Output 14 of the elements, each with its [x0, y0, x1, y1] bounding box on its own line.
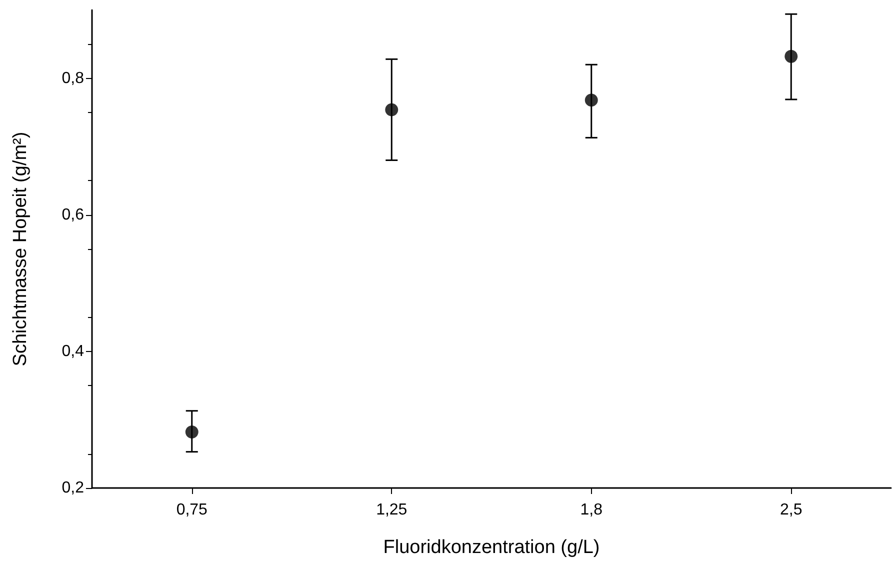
x-tick-label: 1,25	[376, 502, 408, 518]
point	[385, 103, 398, 116]
y-tick-label: 0,6	[62, 206, 84, 224]
y-axis-title: Schichtmasse Hopeit (g/m²)	[10, 132, 31, 366]
y-tick-label: 0,4	[62, 342, 84, 360]
x-tick-label: 1,8	[580, 502, 603, 518]
y-tick-label: 0,2	[62, 480, 84, 496]
x-axis-title: Fluoridkonzentration (g/L)	[383, 537, 600, 558]
x-tick-label: 0,75	[176, 502, 208, 518]
point	[185, 426, 198, 438]
point	[584, 94, 598, 107]
y-tick-label: 0,8	[62, 70, 84, 87]
point	[784, 50, 798, 63]
x-tick-label: 2,5	[780, 502, 802, 518]
